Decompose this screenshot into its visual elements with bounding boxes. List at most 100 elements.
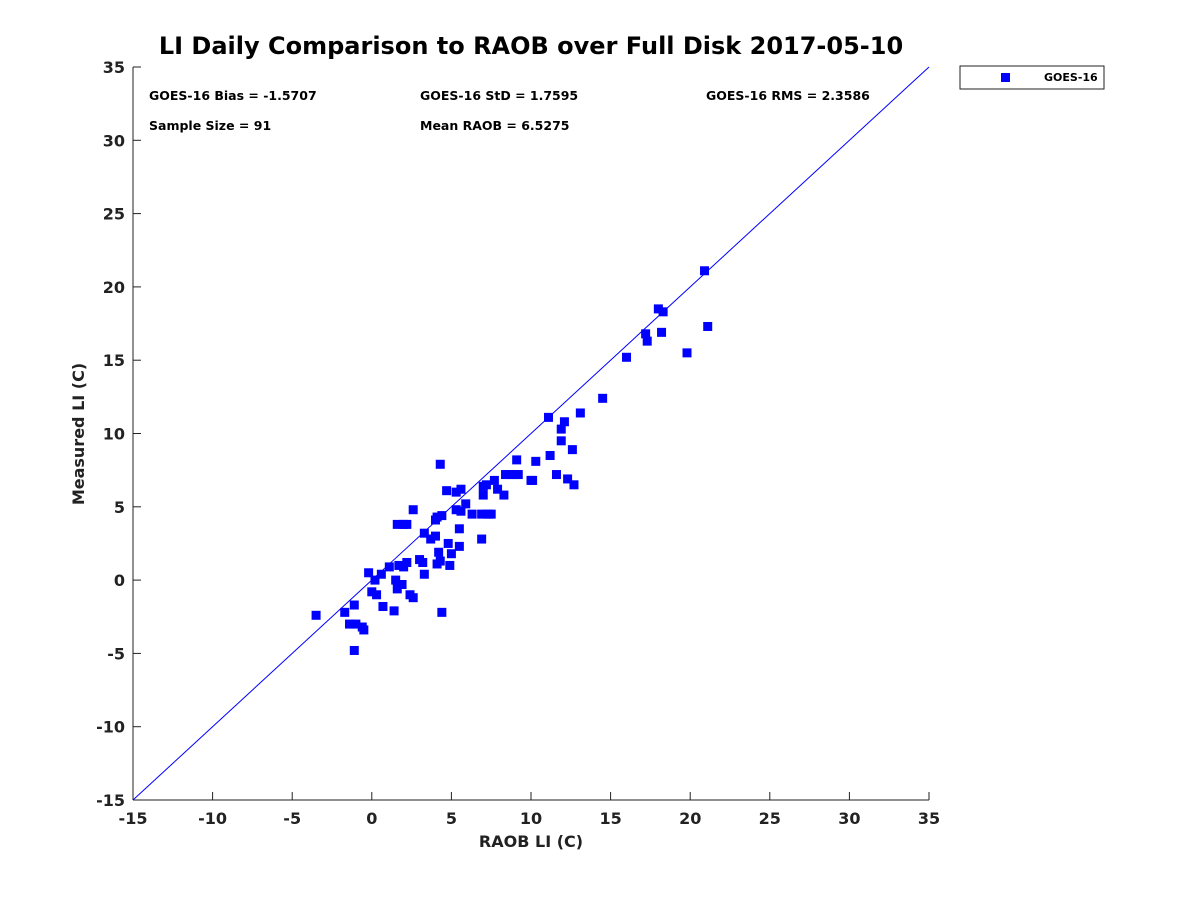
data-point [454,524,464,534]
y-axis-label: Measured LI (C) [69,363,88,505]
data-point [451,487,461,497]
data-point [481,480,491,490]
data-point [700,266,710,276]
data-point [367,587,377,597]
data-point [451,505,461,515]
data-point [657,327,667,337]
data-point [622,352,632,362]
data-point [467,509,477,519]
legend-label-goes-16: GOES-16 [1044,71,1098,84]
data-point [454,541,464,551]
data-point [478,490,488,500]
data-point [556,436,566,446]
data-point [426,534,436,544]
data-point [658,307,668,317]
y-tick-label: -10 [96,718,125,737]
x-tick-label: -15 [119,809,148,828]
x-axis-label: RAOB LI (C) [479,832,583,851]
data-point [418,558,428,568]
stats-annotations: GOES-16 Bias = -1.5707 GOES-16 StD = 1.7… [149,88,870,133]
data-point [653,304,663,314]
data-point [477,509,487,519]
data-point [437,607,447,617]
data-point [505,470,515,480]
stat-rms: GOES-16 RMS = 2.3586 [706,88,870,103]
stat-sample-size: Sample Size = 91 [149,118,271,133]
data-point [378,601,388,611]
data-point [493,484,503,494]
y-tick-label: -15 [96,791,125,810]
data-point [499,490,509,500]
data-point [434,547,444,557]
y-tick-label: 15 [103,351,125,370]
data-point [559,417,569,427]
stat-std: GOES-16 StD = 1.7595 [420,88,578,103]
x-tick-label: 10 [520,809,542,828]
data-point [446,549,456,559]
data-point [642,336,652,346]
x-tick-label: 30 [838,809,860,828]
data-point [370,575,380,585]
data-point [567,445,577,455]
x-tick-label: 15 [599,809,621,828]
data-point [389,606,399,616]
data-point [419,528,429,538]
data-point [545,450,555,460]
data-point [408,593,418,603]
data-point [359,625,369,635]
data-point [445,560,455,570]
y-tick-label: 30 [103,131,125,150]
data-point [397,579,407,589]
data-point [372,590,382,600]
data-point [345,619,355,629]
data-point [477,534,487,544]
data-point [394,560,404,570]
data-point [311,610,321,620]
one-to-one-line [132,66,930,801]
data-point [531,456,541,466]
data-point [575,408,585,418]
data-point [391,575,401,585]
data-point [392,584,402,594]
x-tick-label: 20 [679,809,701,828]
x-tick-label: 35 [918,809,940,828]
y-ticks: -15 -10 -5 0 5 10 15 20 25 30 35 [96,58,141,810]
data-point [486,509,496,519]
x-ticks: -15 -10 -5 0 5 10 15 20 25 30 35 [119,792,940,828]
x-tick-label: -10 [198,809,227,828]
y-tick-label: 25 [103,205,125,224]
data-point [384,562,394,572]
data-point [598,393,608,403]
data-point [349,645,359,655]
scatter-points [311,266,713,655]
data-point [563,474,573,484]
y-tick-label: -5 [107,644,125,663]
data-point [641,329,651,339]
data-point [682,348,692,358]
data-point [456,506,466,516]
y-tick-label: 0 [114,571,125,590]
data-point [442,486,452,496]
data-point [437,511,447,521]
data-point [551,470,561,480]
data-point [392,519,402,529]
data-point [432,512,442,522]
y-tick-label: 10 [103,425,125,444]
data-point [430,531,440,541]
data-point [703,321,713,331]
x-tick-label: -5 [283,809,301,828]
data-point [435,556,445,566]
stat-mean-raob: Mean RAOB = 6.5275 [420,118,569,133]
data-point [351,619,361,629]
data-point [340,607,350,617]
data-point [349,600,359,610]
y-tick-label: 35 [103,58,125,77]
y-tick-label: 20 [103,278,125,297]
data-point [501,470,511,480]
y-tick-label: 5 [114,498,125,517]
data-point [376,569,386,579]
data-point [569,480,579,490]
data-point [461,499,471,509]
data-point [544,412,554,422]
